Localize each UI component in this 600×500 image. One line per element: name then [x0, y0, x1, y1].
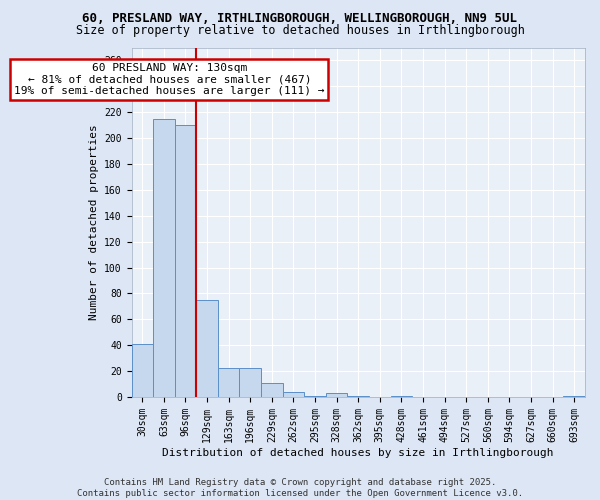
Bar — [326, 393, 347, 397]
Bar — [218, 368, 239, 397]
Bar — [304, 396, 326, 397]
Bar — [239, 368, 261, 397]
Text: Contains HM Land Registry data © Crown copyright and database right 2025.
Contai: Contains HM Land Registry data © Crown c… — [77, 478, 523, 498]
Bar — [131, 344, 153, 397]
Bar — [563, 396, 585, 397]
Bar — [391, 396, 412, 397]
Bar — [347, 396, 369, 397]
Bar — [261, 382, 283, 397]
Bar — [283, 392, 304, 397]
Text: 60 PRESLAND WAY: 130sqm
← 81% of detached houses are smaller (467)
19% of semi-d: 60 PRESLAND WAY: 130sqm ← 81% of detache… — [14, 63, 325, 96]
X-axis label: Distribution of detached houses by size in Irthlingborough: Distribution of detached houses by size … — [163, 448, 554, 458]
Y-axis label: Number of detached properties: Number of detached properties — [89, 124, 98, 320]
Bar — [196, 300, 218, 397]
Bar — [175, 125, 196, 397]
Text: 60, PRESLAND WAY, IRTHLINGBOROUGH, WELLINGBOROUGH, NN9 5UL: 60, PRESLAND WAY, IRTHLINGBOROUGH, WELLI… — [83, 12, 517, 26]
Bar — [153, 118, 175, 397]
Text: Size of property relative to detached houses in Irthlingborough: Size of property relative to detached ho… — [76, 24, 524, 37]
